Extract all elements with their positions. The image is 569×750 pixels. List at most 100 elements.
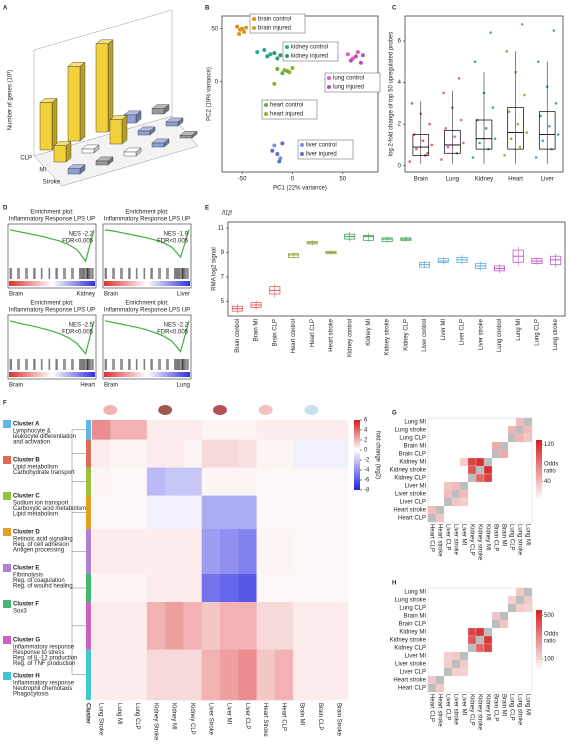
matrix-cell (515, 603, 525, 613)
cluster-term: Phagocytosis (13, 692, 49, 698)
bar-front (165, 121, 179, 127)
column-label: Lung CLP (508, 694, 514, 721)
matrix-cell (483, 465, 493, 475)
legend-marker (285, 45, 289, 49)
cluster-term: Reg. of IL-12 production (13, 656, 77, 662)
row-label: Lung CLP (399, 606, 426, 612)
row-label: Liver stroke (395, 662, 427, 668)
es-curve (104, 229, 190, 259)
row-label: Kidney stroke (390, 638, 427, 644)
diagonal-cell (436, 676, 444, 684)
bar-top (151, 138, 170, 144)
matrix-cell (443, 651, 453, 661)
heat-cell (256, 574, 276, 603)
box (550, 255, 562, 266)
heat-cell (293, 495, 312, 530)
heat-cell (293, 420, 312, 440)
plot-frame (7, 223, 97, 289)
heat-cell (110, 467, 129, 496)
heat-cell (201, 529, 221, 575)
fdr-label: FDR<0.005 (62, 239, 94, 245)
bar-top (109, 115, 128, 120)
diagonal-cell (468, 474, 476, 482)
bar-top (137, 126, 156, 132)
fdr-label: FDR<0.005 (62, 330, 94, 336)
heat-cell (311, 529, 331, 575)
matrix-cell (475, 473, 485, 483)
matrix-cell (515, 433, 525, 443)
column-label: Kidney MI (171, 703, 177, 730)
z-axis-label: Number of genes (10³) (8, 70, 14, 130)
matrix-cell (467, 627, 477, 637)
legend-marker (327, 76, 331, 80)
heat-cell (274, 420, 294, 440)
matrix-cell (435, 513, 445, 523)
row-label: Kidney stroke (390, 468, 427, 474)
point (235, 24, 240, 29)
matrix-cell (483, 473, 493, 483)
point (462, 141, 465, 145)
y-axis-label: PC2 (19% variance) (207, 67, 213, 121)
heat-cell (201, 495, 221, 530)
heat-cell (274, 467, 294, 496)
heat-cell (183, 574, 203, 603)
diagonal-cell (444, 668, 452, 676)
column-label: Liver MI (226, 703, 232, 725)
matrix-cell (523, 603, 533, 613)
x-tick-label: Heart CLP (310, 319, 316, 347)
heat-cell (220, 467, 239, 496)
heat-cell (329, 439, 349, 468)
diagonal-cell (468, 644, 476, 652)
row-label: Stroke (43, 180, 61, 186)
matrix-cell (523, 595, 533, 605)
cluster-name: Cluster F (13, 602, 39, 608)
point (265, 54, 270, 59)
bar-top (81, 144, 100, 150)
cluster-swatch (3, 492, 11, 500)
point (282, 68, 287, 73)
point (430, 143, 434, 147)
colorbar-tick-label: 4 (364, 428, 368, 434)
heat-cell (274, 574, 294, 603)
point (410, 102, 414, 105)
cluster-term: Reg. of wound healing (13, 584, 73, 590)
matrix-cell (523, 433, 533, 443)
heat-cell (220, 649, 239, 701)
column-label: Heart CLP (280, 703, 286, 731)
cluster-strip (86, 439, 91, 468)
column-label: Heart Stroke (262, 703, 268, 737)
box (475, 119, 493, 150)
cluster-swatch (3, 564, 11, 572)
cluster-swatch (3, 528, 11, 536)
heat-cell (183, 649, 203, 701)
point (459, 118, 463, 122)
diagonal-cell (476, 636, 484, 644)
heat-cell (165, 439, 184, 468)
row-label: Kidney MI (399, 460, 426, 466)
heat-cell (110, 420, 129, 440)
matrix-cell (515, 587, 525, 597)
bar (109, 115, 128, 145)
heat-cell (201, 602, 221, 650)
bar (95, 39, 114, 133)
point (525, 131, 528, 134)
colorbar-label: fold change (log2) (374, 431, 380, 479)
back-wall (33, 9, 173, 156)
bar-front (95, 160, 109, 166)
legend-box (249, 13, 306, 34)
heat-cell (165, 420, 184, 440)
chart-title: Il1β (222, 211, 232, 217)
heat-cell (146, 420, 166, 440)
heat-cell (220, 439, 239, 468)
bar-front (67, 66, 81, 142)
heat-cell (92, 420, 111, 440)
rank-gradient (104, 281, 190, 286)
box (288, 253, 300, 258)
cluster-term: Neutrophil chemotaxis (13, 686, 72, 692)
point (255, 50, 260, 55)
heat-cell (311, 420, 331, 440)
heat-cell (146, 574, 166, 603)
column-label: Kidney CLP (189, 703, 195, 735)
column-label: Brain MI (299, 703, 305, 726)
matrix-cell (459, 497, 469, 507)
